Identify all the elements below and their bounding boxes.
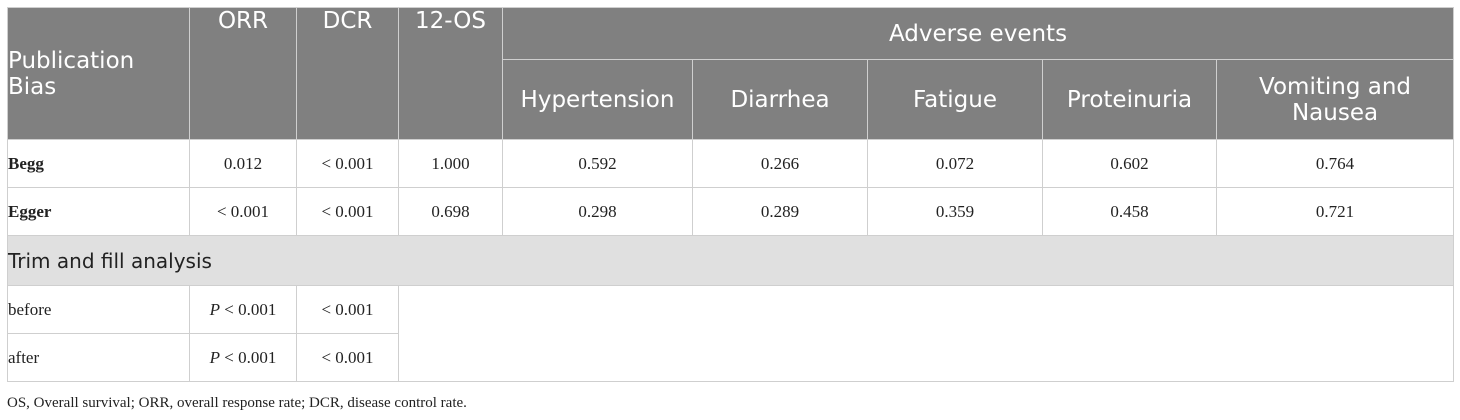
cell-value: 0.072 bbox=[867, 139, 1043, 188]
header-publication-bias: Publication Bias bbox=[7, 7, 190, 140]
header-dcr: DCR bbox=[296, 7, 399, 140]
row-label: Egger bbox=[7, 187, 190, 236]
cell-value: < 0.001 bbox=[296, 285, 399, 334]
header-row-1: Publication Bias ORR DCR 12-OS Adverse e… bbox=[7, 7, 1455, 140]
table-row-before: before P < 0.001 < 0.001 bbox=[7, 285, 1455, 382]
header-adverse-events: Adverse events bbox=[501, 7, 1455, 60]
cell-value: 0.698 bbox=[398, 187, 503, 236]
row-label: Begg bbox=[7, 139, 190, 188]
header-diarrhea: Diarrhea bbox=[692, 59, 868, 140]
section-title: Trim and fill analysis bbox=[6, 235, 1455, 286]
empty-area bbox=[397, 285, 1455, 382]
header-12-os: 12-OS bbox=[398, 7, 503, 140]
cell-value: 0.458 bbox=[1042, 187, 1217, 236]
publication-bias-table: Publication Bias ORR DCR 12-OS Adverse e… bbox=[6, 7, 1455, 382]
p-value: < 0.001 bbox=[220, 347, 277, 367]
cell-value: 0.012 bbox=[189, 139, 297, 188]
p-symbol: P bbox=[209, 299, 221, 319]
table-footnote: OS, Overall survival; ORR, overall respo… bbox=[7, 395, 467, 411]
header-fatigue: Fatigue bbox=[867, 59, 1043, 140]
cell-value: 0.289 bbox=[692, 187, 868, 236]
p-symbol: P bbox=[209, 347, 221, 367]
header-vomiting-nausea: Vomiting and Nausea bbox=[1215, 59, 1455, 140]
cell-value: < 0.001 bbox=[189, 187, 297, 236]
cell-value: 0.764 bbox=[1215, 139, 1455, 188]
cell-value: P < 0.001 bbox=[189, 285, 297, 334]
cell-value: 0.359 bbox=[867, 187, 1043, 236]
header-hypertension: Hypertension bbox=[502, 59, 693, 140]
row-label: after bbox=[7, 333, 190, 382]
cell-value: 0.602 bbox=[1042, 139, 1217, 188]
row-label: before bbox=[7, 285, 190, 334]
p-value: < 0.001 bbox=[220, 299, 277, 319]
cell-value: < 0.001 bbox=[296, 139, 399, 188]
header-proteinuria: Proteinuria bbox=[1042, 59, 1217, 140]
cell-value: 0.721 bbox=[1215, 187, 1455, 236]
table-row-begg: Begg 0.012 < 0.001 1.000 0.592 0.266 0.0… bbox=[7, 139, 1455, 188]
cell-value: 0.266 bbox=[692, 139, 868, 188]
header-row-2: Hypertension Diarrhea Fatigue Proteinuri… bbox=[8, 59, 1455, 140]
cell-value: 0.298 bbox=[502, 187, 693, 236]
cell-value: < 0.001 bbox=[296, 333, 399, 382]
table-row-after: after P < 0.001 < 0.001 bbox=[7, 333, 1454, 382]
cell-value: 0.592 bbox=[502, 139, 693, 188]
cell-value: P < 0.001 bbox=[189, 333, 297, 382]
cell-value: < 0.001 bbox=[296, 187, 399, 236]
table-row-egger: Egger < 0.001 < 0.001 0.698 0.298 0.289 … bbox=[7, 187, 1455, 236]
header-orr: ORR bbox=[189, 7, 297, 140]
cell-value: 1.000 bbox=[398, 139, 503, 188]
section-row-trim-fill: Trim and fill analysis bbox=[6, 235, 1455, 286]
